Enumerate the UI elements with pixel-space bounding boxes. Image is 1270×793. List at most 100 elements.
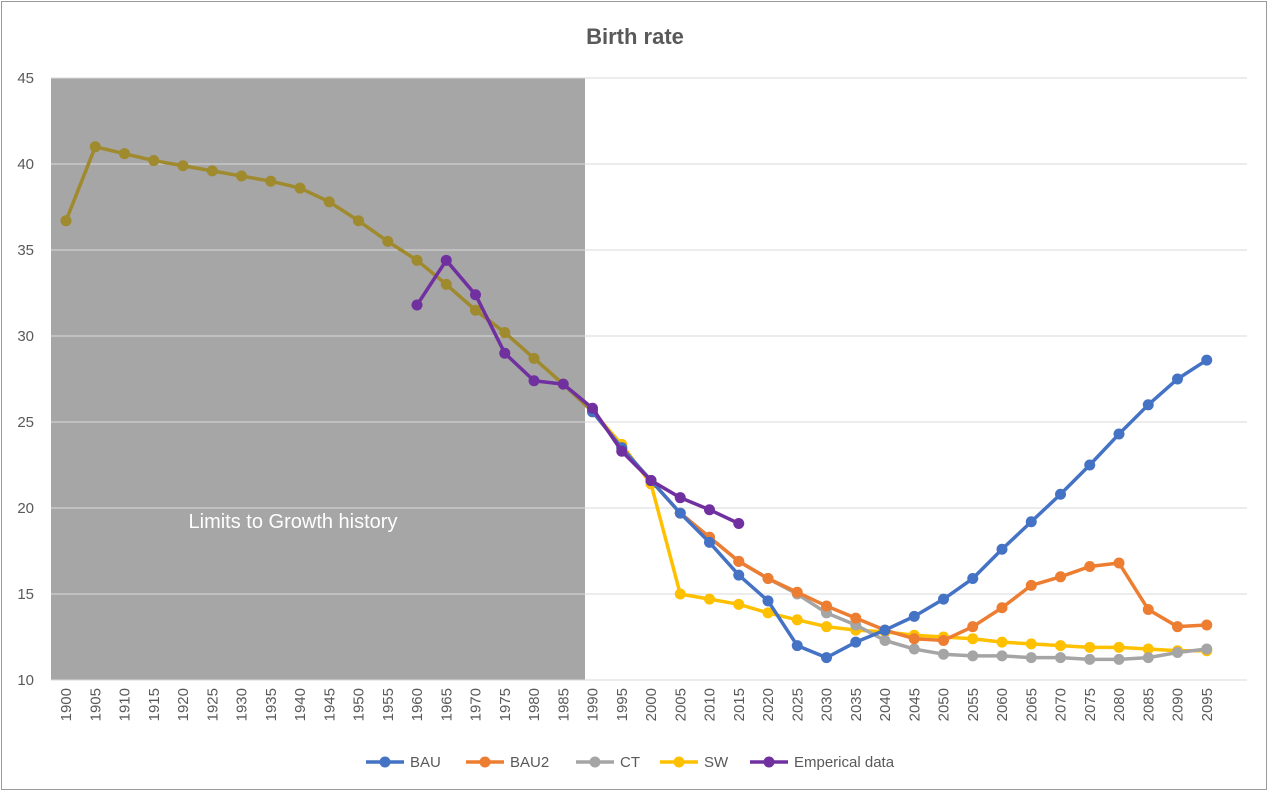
data-point: [996, 602, 1008, 614]
x-tick-label: 1930: [234, 688, 251, 721]
data-point: [1113, 641, 1125, 653]
data-point: [938, 648, 949, 660]
data-point: [733, 598, 745, 610]
data-point: [704, 593, 715, 605]
x-tick-label: 1975: [497, 688, 514, 721]
legend-label: BAU: [410, 754, 441, 771]
legend-label: BAU2: [510, 754, 549, 771]
data-point: [1084, 459, 1096, 471]
x-tick-label: 1960: [409, 688, 426, 721]
series-line: [590, 409, 1209, 643]
x-tick-label: 1985: [555, 688, 572, 721]
data-point: [1172, 646, 1183, 658]
x-axis-ticks: 1900 1905 1910 1915 1920 1925 1930 1935 1940 1945…: [58, 688, 1216, 721]
data-point: [1142, 652, 1154, 664]
x-tick-label: 1940: [292, 688, 309, 721]
legend-swatch-marker: [479, 756, 491, 768]
data-point: [1055, 640, 1066, 652]
data-point: [1113, 557, 1125, 569]
data-point: [440, 254, 452, 266]
x-tick-label: 1965: [438, 688, 455, 721]
data-point: [938, 593, 949, 605]
shaded-region-label: Limits to Growth history: [189, 511, 398, 533]
data-point: [674, 588, 686, 600]
data-point: [674, 507, 686, 519]
x-tick-label: 2055: [965, 688, 982, 721]
x-tick-label: 2065: [1023, 688, 1040, 721]
y-axis-ticks: 10 15 20 25 30 35 40 45: [17, 70, 34, 689]
data-point: [470, 289, 481, 301]
x-tick-label: 2075: [1082, 688, 1099, 721]
data-point: [1025, 516, 1037, 528]
data-point: [879, 634, 891, 646]
data-point: [265, 175, 277, 187]
legend-item: CT: [576, 754, 640, 771]
series-line: [590, 409, 1209, 653]
x-tick-label: 1970: [468, 688, 485, 721]
data-point: [967, 621, 979, 633]
data-point: [616, 445, 628, 457]
data-point: [645, 474, 657, 486]
data-point: [1172, 621, 1183, 633]
x-tick-label: 1935: [263, 688, 280, 721]
data-point: [908, 633, 920, 645]
data-point: [1055, 571, 1066, 583]
series-emperical-data: [411, 254, 745, 529]
data-point: [1084, 560, 1096, 572]
data-point: [996, 636, 1008, 648]
data-point: [791, 586, 803, 598]
x-tick-label: 1925: [204, 688, 221, 721]
data-point: [938, 634, 949, 646]
legend-label: CT: [620, 754, 640, 771]
data-point: [587, 402, 598, 414]
x-tick-label: 2000: [643, 688, 660, 721]
x-tick-label: 2005: [672, 688, 689, 721]
y-tick-label: 40: [17, 156, 34, 173]
data-point: [1113, 653, 1125, 665]
series-sw: [587, 406, 1213, 657]
data-point: [499, 327, 511, 339]
x-tick-label: 2020: [760, 688, 777, 721]
x-tick-label: 1905: [87, 688, 104, 721]
legend-label: SW: [704, 754, 729, 771]
y-tick-label: 10: [17, 672, 34, 689]
data-point: [206, 165, 218, 177]
x-tick-label: 1915: [146, 688, 163, 721]
data-point: [908, 610, 920, 622]
data-point: [704, 536, 715, 548]
data-point: [791, 640, 803, 652]
series-ct: [587, 406, 1213, 665]
data-point: [879, 624, 891, 636]
data-point: [908, 643, 920, 655]
data-point: [60, 215, 72, 227]
data-point: [733, 569, 745, 581]
data-point: [1142, 399, 1154, 411]
data-point: [733, 555, 745, 567]
x-tick-label: 1900: [58, 688, 75, 721]
x-tick-label: 1910: [117, 688, 134, 721]
data-point: [762, 573, 774, 585]
x-tick-label: 2035: [848, 688, 865, 721]
y-tick-label: 45: [17, 70, 34, 87]
data-point: [1084, 641, 1096, 653]
x-tick-label: 1955: [380, 688, 397, 721]
data-point: [791, 614, 803, 626]
data-point: [1025, 652, 1037, 664]
data-point: [1025, 638, 1037, 650]
data-point: [470, 304, 481, 316]
data-point: [528, 375, 540, 387]
data-point: [353, 215, 364, 227]
x-tick-label: 2080: [1111, 688, 1128, 721]
x-tick-label: 2050: [936, 688, 953, 721]
data-point: [821, 652, 832, 664]
x-tick-label: 1995: [614, 688, 631, 721]
gridlines: [51, 77, 1247, 681]
x-tick-label: 2045: [906, 688, 923, 721]
data-point: [1201, 354, 1213, 366]
legend-item: SW: [660, 754, 729, 771]
data-point: [1201, 643, 1213, 655]
x-tick-label: 1980: [526, 688, 543, 721]
data-point: [1113, 428, 1125, 440]
data-point: [1025, 579, 1037, 591]
